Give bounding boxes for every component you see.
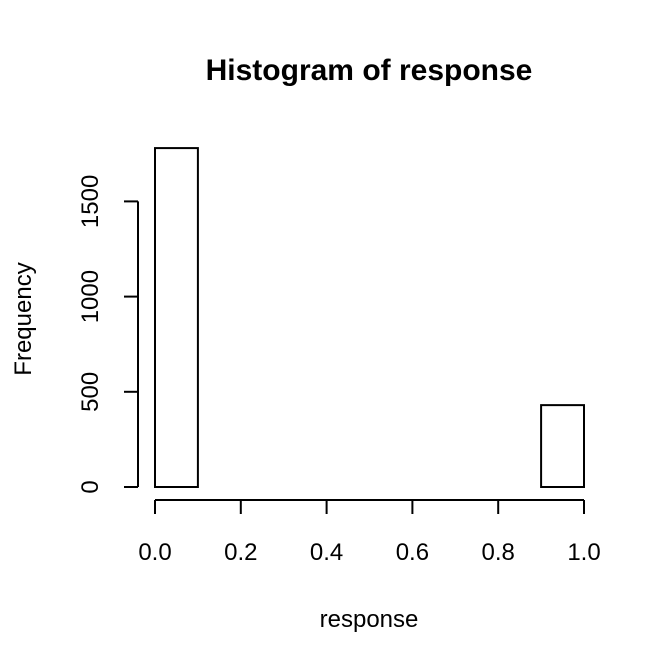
- x-tick-label-3: 0.6: [396, 539, 429, 566]
- y-tick-label-0: 0: [77, 480, 104, 493]
- x-tick-label-5: 1.0: [567, 539, 600, 566]
- x-tick-label-0: 0.0: [138, 539, 171, 566]
- x-tick-label-1: 0.2: [224, 539, 257, 566]
- x-axis: 0.0 0.2 0.4 0.6 0.8 1.0: [138, 499, 601, 566]
- x-tick-label-2: 0.4: [310, 539, 343, 566]
- histogram-bar-0: [154, 147, 199, 488]
- y-tick-label-1: 500: [77, 372, 104, 412]
- y-tick-label-2: 1000: [77, 270, 104, 323]
- x-tick-label-4: 0.8: [482, 539, 515, 566]
- bars-group: [154, 147, 585, 488]
- y-axis: 0 500 1000 1500: [77, 175, 139, 494]
- y-tick-label-3: 1500: [77, 175, 104, 228]
- y-axis-label: Frequency: [10, 262, 37, 375]
- histogram-bar-9: [540, 404, 585, 488]
- x-axis-label: response: [320, 606, 419, 633]
- chart-title: Histogram of response: [206, 54, 533, 87]
